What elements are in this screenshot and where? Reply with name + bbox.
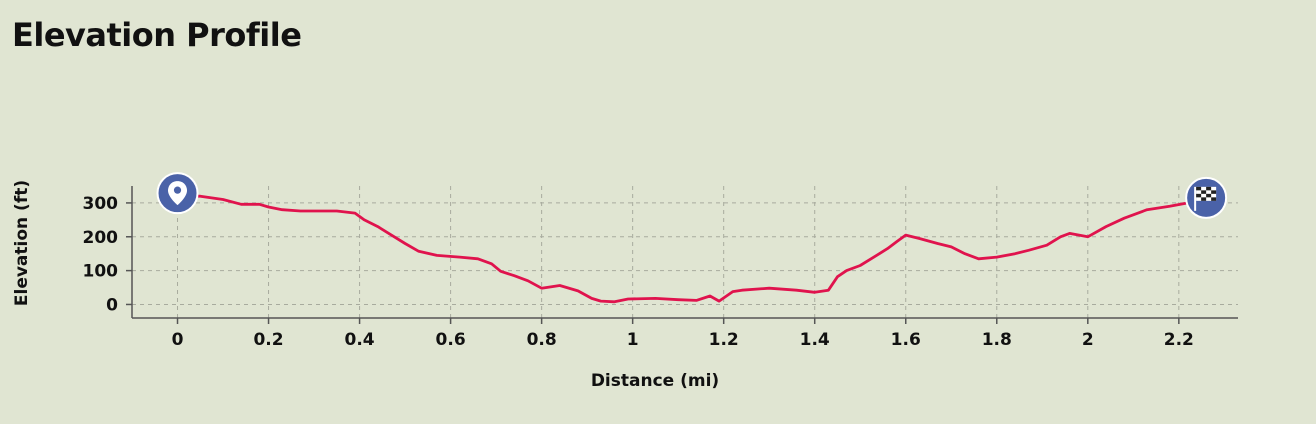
x-tick-label: 1.4 <box>800 330 830 350</box>
y-axis-ticks: 0 100 200 300 <box>83 194 132 315</box>
x-tick-label: 1.8 <box>982 330 1012 350</box>
y-tick-label: 0 <box>106 295 118 315</box>
grid <box>132 186 1238 318</box>
x-tick-label: 1.2 <box>709 330 739 350</box>
x-tick-label: 0.4 <box>345 330 375 350</box>
x-tick-label: 0 <box>172 330 184 350</box>
y-tick-label: 200 <box>83 228 119 248</box>
x-tick-label: 1.6 <box>891 330 921 350</box>
map-pin-hole <box>173 186 182 194</box>
x-tick-label: 0.8 <box>527 330 557 350</box>
x-tick-label: 0.2 <box>253 330 283 350</box>
x-tick-label: 1 <box>627 330 639 350</box>
x-tick-label: 2 <box>1082 330 1094 350</box>
x-axis-title: Distance (mi) <box>591 371 719 391</box>
y-axis-title: Elevation (ft) <box>12 180 32 306</box>
finish-marker[interactable] <box>1185 176 1228 219</box>
start-marker[interactable] <box>156 172 199 215</box>
x-tick-label: 0.6 <box>436 330 466 350</box>
x-tick-label: 2.2 <box>1164 330 1194 350</box>
page-title: Elevation Profile <box>12 16 302 54</box>
checkered-flag-icon <box>1194 186 1217 211</box>
elevation-line <box>176 194 1208 304</box>
x-axis-ticks: 0 0.2 0.4 0.6 0.8 1 1.2 1.4 1.6 1.8 2 2.2 <box>172 318 1194 350</box>
y-tick-label: 300 <box>83 194 119 214</box>
y-tick-label: 100 <box>83 262 119 282</box>
series <box>176 194 1208 304</box>
map-pin-icon <box>168 181 188 206</box>
